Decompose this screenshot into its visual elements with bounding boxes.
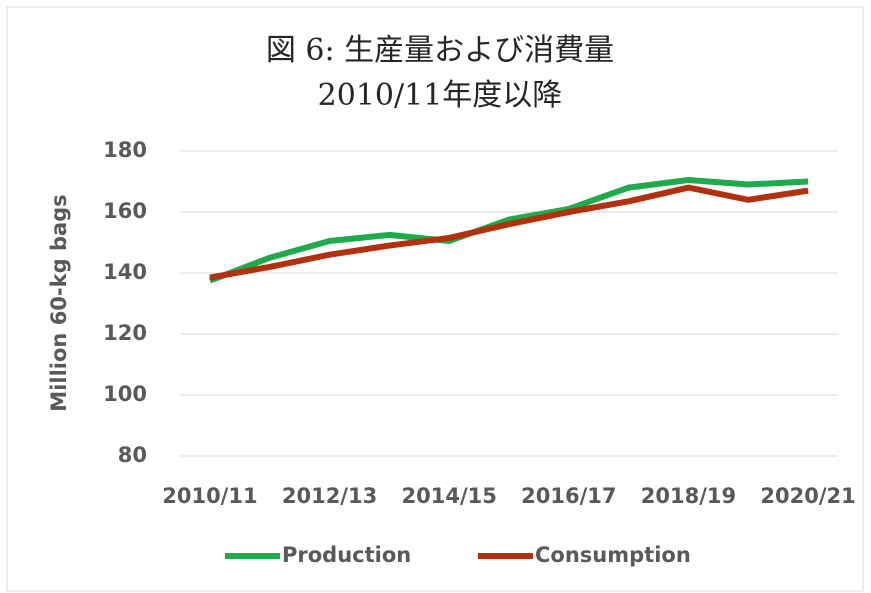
chart-frame [6,6,864,592]
y-tick-label: 160 [103,199,147,223]
x-tick-label: 2012/13 [282,484,377,508]
chart-title: 図 6: 生産量および消費量 [266,33,614,68]
legend-label: Consumption [535,543,691,567]
y-tick-label: 120 [103,321,147,345]
series-line [208,176,809,284]
y-tick-label: 80 [118,443,147,467]
series-line [209,184,809,281]
y-tick-label: 100 [103,382,147,406]
x-tick-label: 2010/11 [162,484,257,508]
y-tick-label: 180 [103,138,147,162]
x-tick-label: 2014/15 [402,484,497,508]
y-axis-label: Million 60-kg bags [47,194,71,411]
x-tick-label: 2020/21 [760,484,855,508]
chart-subtitle: 2010/11年度以降 [318,78,563,113]
x-tick-label: 2018/19 [641,484,736,508]
legend-label: Production [282,543,411,567]
y-tick-label: 140 [103,260,147,284]
x-tick-label: 2016/17 [521,484,616,508]
